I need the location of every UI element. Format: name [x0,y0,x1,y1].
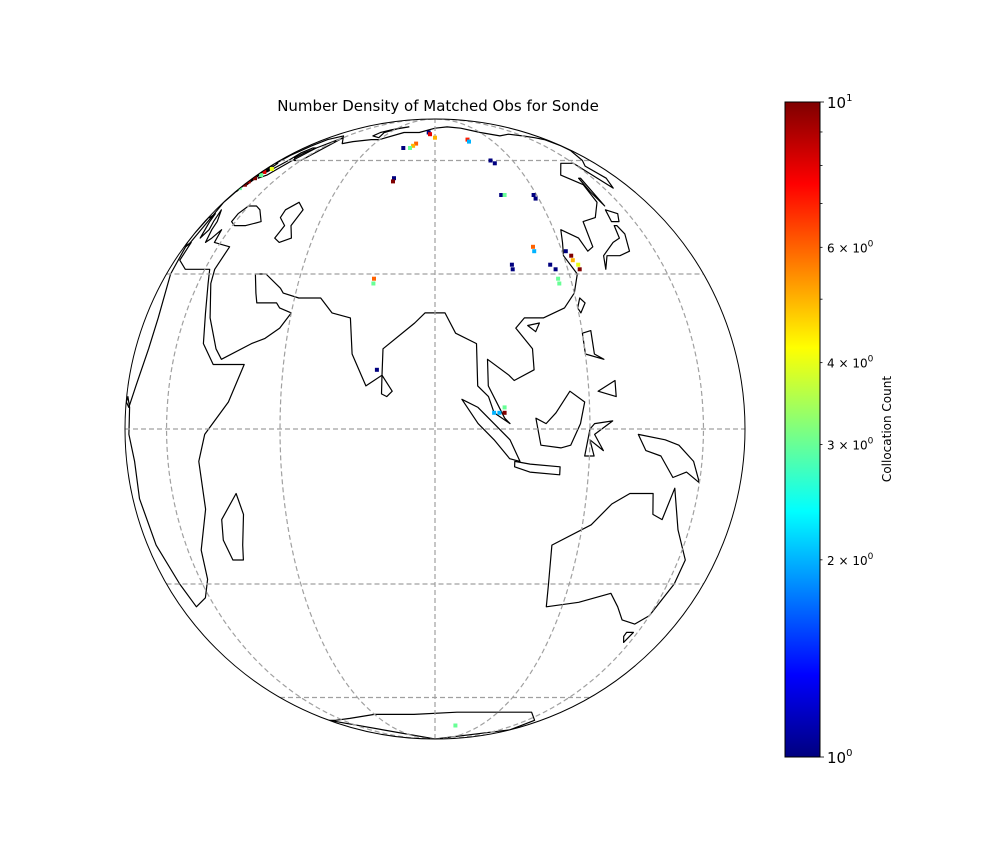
collocation-point [531,193,536,197]
collocation-point [259,173,264,178]
collocation-point [553,267,558,272]
collocation-point [433,135,437,140]
collocation-point [531,244,535,249]
new-guinea-coast [637,433,700,484]
sumatra-coast [461,398,521,462]
colorbar-tick-label: 100 [827,748,852,767]
colorbar: 101 6 × 100 4 × 100 3 × 100 2 × 100 100 Collo… [784,93,894,767]
collocation-point [428,132,432,137]
collocation-point [577,267,582,272]
sakhalin-coast [578,177,606,207]
collocation-point [509,262,514,267]
collocation-point [499,193,504,197]
caspian-sea-shore [274,201,304,243]
eurasia-coast [185,126,614,425]
colorbar-tick-label: 6 × 100 [827,239,874,255]
africa-coast [125,241,245,608]
collocation-point [556,276,561,281]
collocation-point [510,267,515,272]
colorbar-ticks: 101 6 × 100 4 × 100 3 × 100 2 × 100 100 [820,93,874,767]
collocation-point [548,262,553,267]
collocation-point [262,170,267,174]
colorbar-tick-label: 101 [827,93,852,112]
collocation-point [253,176,257,181]
collocation-point [532,249,537,254]
luzon-coast [581,330,605,360]
hainan-coast [527,322,540,333]
black-sea-shore [231,205,262,227]
madagascar-coast [221,492,245,561]
meridian-line [434,119,591,739]
collocation-point [391,179,395,184]
borneo-coast [535,390,586,449]
collocation-point [502,410,507,415]
java-coast [514,460,561,476]
collocation-point [569,253,574,258]
sri-lanka-coast [380,374,393,398]
graticule [125,119,745,739]
meridian-line [279,119,436,739]
collocation-point [372,276,376,281]
collocation-point [392,176,396,181]
globe-outline [124,118,746,740]
collocation-point [371,281,376,286]
collocation-point [533,196,538,201]
tasmania-coast [623,631,634,643]
collocation-point [557,281,562,286]
colorbar-bar [784,101,821,758]
collocation-point [408,146,412,150]
collocation-point [570,258,575,263]
australia-coast [545,487,686,625]
collocation-point [576,262,581,267]
collocation-point [467,139,471,144]
map-title: Number Density of Matched Obs for Sonde [277,97,599,115]
taiwan-coast [577,297,586,314]
collocation-point [488,158,493,163]
collocation-point [401,146,406,150]
collocation-point [502,193,507,197]
collocation-point [492,410,497,415]
antarctica-coast [328,711,536,739]
colorbar-tick-label: 2 × 100 [827,552,874,568]
collocation-point [269,167,274,171]
colorbar-tick-label: 3 × 100 [827,436,874,452]
collocation-point [374,367,379,372]
japan-coast [603,225,631,270]
mindanao-coast [597,379,617,398]
colorbar-label: Collocation Count [880,376,894,482]
collocation-point [502,405,507,410]
collocation-point [411,143,416,148]
collocation-point [414,141,419,146]
colorbar-tick-label: 4 × 100 [827,355,874,371]
hokkaido-coast [604,209,620,223]
sulawesi-coast [584,420,614,457]
scandinavia-coast [264,135,345,173]
collocation-point [492,161,497,166]
collocation-point [453,723,458,728]
novaya-zemlya-coast [372,126,410,139]
globe [124,118,746,740]
collocation-point [563,249,568,254]
collocation-point [497,410,502,415]
